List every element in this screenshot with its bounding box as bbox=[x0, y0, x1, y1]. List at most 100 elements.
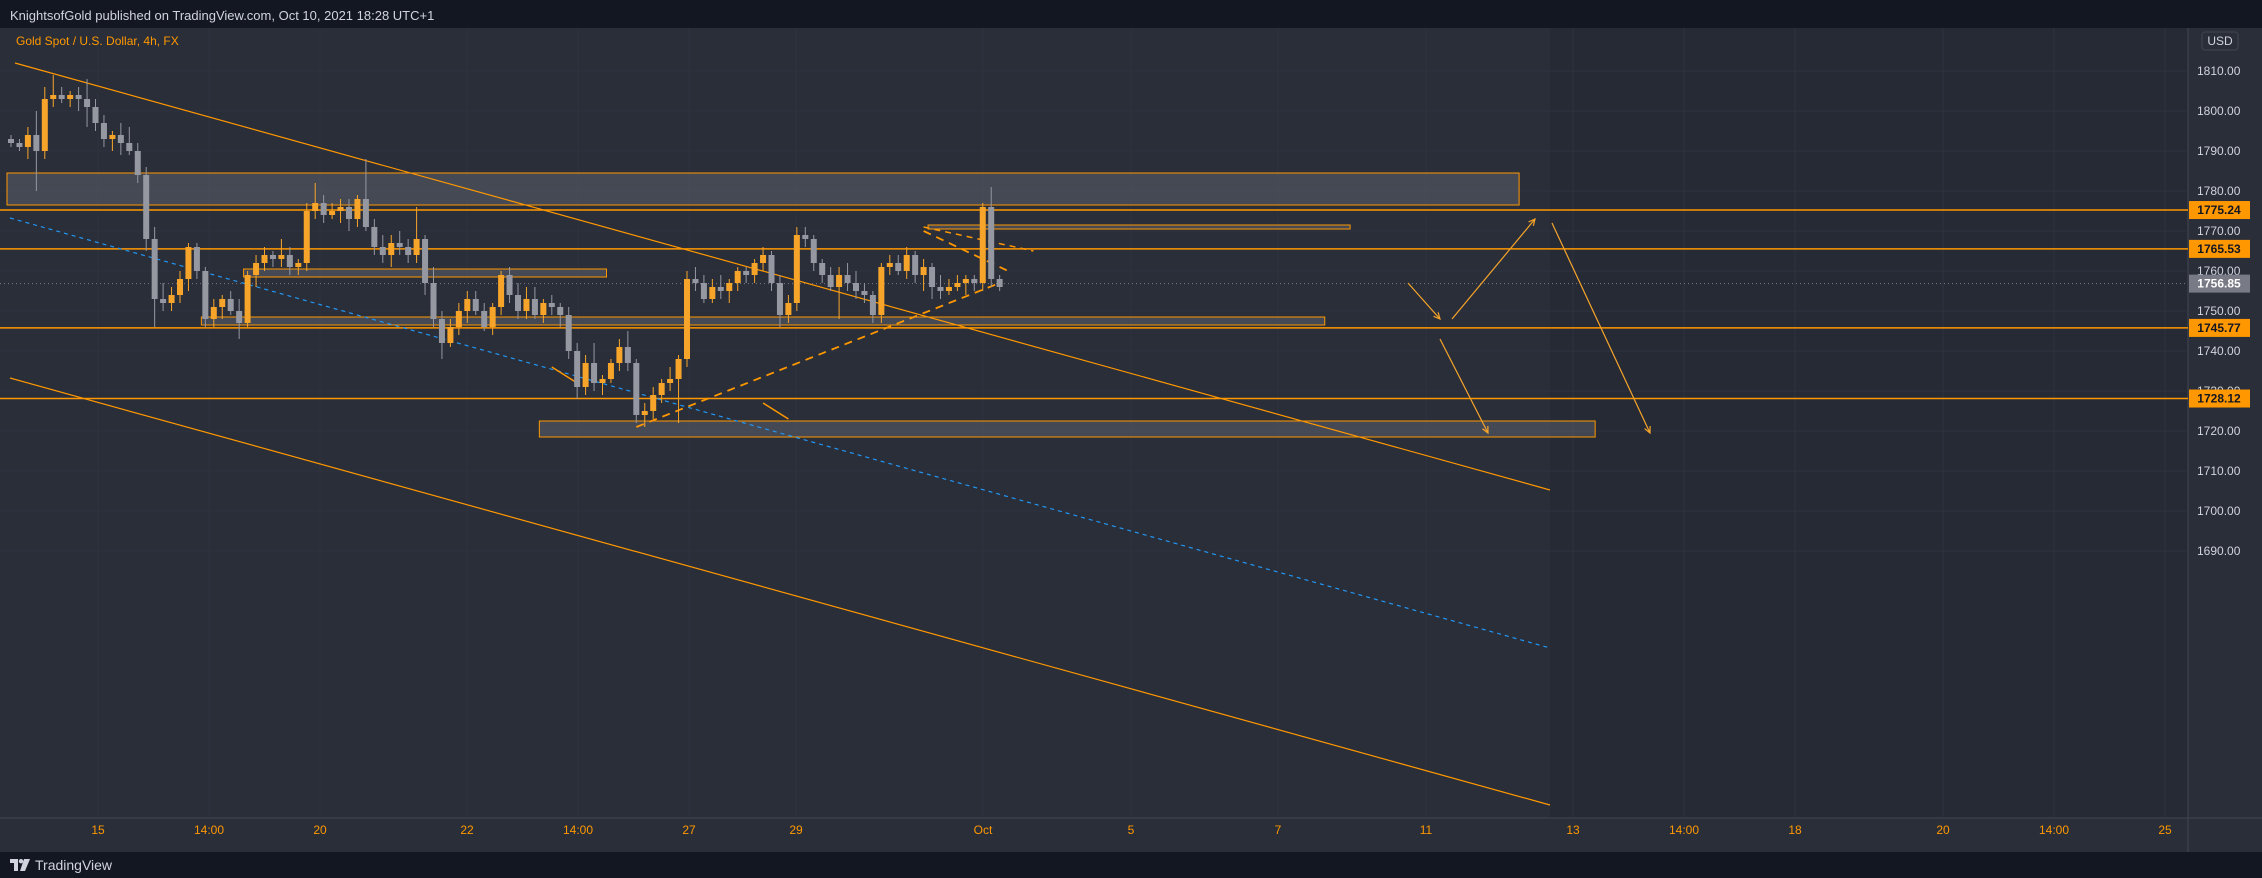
candle-body[interactable] bbox=[751, 263, 758, 275]
candle-body[interactable] bbox=[371, 227, 378, 247]
candle-body[interactable] bbox=[861, 291, 868, 295]
supply-demand-zone[interactable] bbox=[927, 224, 1351, 230]
candle-body[interactable] bbox=[599, 379, 606, 383]
candle-body[interactable] bbox=[253, 263, 260, 275]
candle-body[interactable] bbox=[734, 271, 741, 283]
candle-body[interactable] bbox=[8, 139, 14, 143]
candle-body[interactable] bbox=[160, 299, 167, 303]
candle-body[interactable] bbox=[447, 327, 454, 343]
candle-body[interactable] bbox=[979, 207, 986, 283]
candle-body[interactable] bbox=[498, 275, 505, 307]
candle-body[interactable] bbox=[743, 271, 750, 275]
candle-body[interactable] bbox=[717, 287, 724, 291]
projection-arrow-breakdown[interactable] bbox=[1439, 338, 1489, 434]
candle-body[interactable] bbox=[836, 275, 843, 287]
candle-body[interactable] bbox=[971, 279, 978, 283]
candle-body[interactable] bbox=[531, 299, 538, 315]
candle-body[interactable] bbox=[582, 363, 589, 387]
currency-badge[interactable] bbox=[2201, 31, 2239, 51]
candle-body[interactable] bbox=[422, 239, 429, 283]
candle-body[interactable] bbox=[523, 299, 530, 311]
candle-body[interactable] bbox=[50, 95, 57, 99]
pattern-mark-line[interactable] bbox=[762, 402, 789, 420]
wedge-top-dashed[interactable] bbox=[923, 226, 1034, 252]
candle-body[interactable] bbox=[540, 303, 547, 315]
candle-body[interactable] bbox=[151, 239, 158, 299]
candle-body[interactable] bbox=[168, 295, 175, 303]
supply-demand-zone[interactable] bbox=[200, 316, 1326, 326]
candle-body[interactable] bbox=[413, 239, 420, 255]
candle-body[interactable] bbox=[346, 207, 352, 219]
candle-body[interactable] bbox=[329, 211, 336, 215]
candle-body[interactable] bbox=[988, 207, 995, 279]
candle-body[interactable] bbox=[869, 295, 876, 315]
candle-body[interactable] bbox=[143, 175, 150, 239]
candle-body[interactable] bbox=[269, 255, 276, 259]
candle-body[interactable] bbox=[472, 299, 479, 311]
candle-body[interactable] bbox=[481, 311, 488, 327]
candle-body[interactable] bbox=[430, 283, 437, 319]
candle-body[interactable] bbox=[362, 199, 369, 227]
candle-body[interactable] bbox=[684, 279, 690, 359]
candle-body[interactable] bbox=[185, 247, 192, 279]
candle-body[interactable] bbox=[692, 279, 699, 283]
channel-upper-line[interactable] bbox=[14, 62, 1551, 491]
candle-body[interactable] bbox=[278, 255, 285, 259]
candle-body[interactable] bbox=[210, 307, 217, 319]
candle-body[interactable] bbox=[24, 135, 31, 147]
candle-body[interactable] bbox=[438, 319, 445, 343]
candle-body[interactable] bbox=[565, 315, 572, 351]
candle-body[interactable] bbox=[920, 267, 927, 275]
candle-body[interactable] bbox=[912, 255, 919, 275]
candle-body[interactable] bbox=[650, 395, 657, 411]
candle-body[interactable] bbox=[591, 363, 598, 383]
candle-body[interactable] bbox=[92, 107, 99, 123]
candle-body[interactable] bbox=[760, 255, 767, 263]
candle-body[interactable] bbox=[700, 283, 707, 299]
candle-body[interactable] bbox=[827, 275, 834, 287]
candle-body[interactable] bbox=[312, 203, 319, 211]
candle-body[interactable] bbox=[75, 95, 82, 99]
candle-body[interactable] bbox=[616, 347, 623, 363]
tradingview-logo[interactable]: TradingView bbox=[10, 857, 112, 873]
candle-body[interactable] bbox=[819, 263, 826, 275]
candle-body[interactable] bbox=[286, 255, 293, 267]
candle-body[interactable] bbox=[624, 347, 631, 363]
candle-body[interactable] bbox=[337, 207, 344, 211]
candle-body[interactable] bbox=[633, 363, 640, 415]
candle-body[interactable] bbox=[58, 95, 65, 99]
channel-mid-line[interactable] bbox=[9, 217, 1551, 649]
candle-body[interactable] bbox=[810, 239, 817, 263]
candle-body[interactable] bbox=[929, 267, 936, 287]
candle-body[interactable] bbox=[886, 263, 893, 267]
rising-trend-dashed[interactable] bbox=[635, 282, 1000, 428]
candle-body[interactable] bbox=[464, 299, 471, 311]
candle-body[interactable] bbox=[41, 99, 48, 151]
projection-arrow-dip[interactable] bbox=[1407, 282, 1441, 320]
candle-body[interactable] bbox=[219, 299, 226, 307]
candle-body[interactable] bbox=[295, 263, 302, 267]
supply-demand-zone[interactable] bbox=[538, 420, 1596, 438]
candle-body[interactable] bbox=[388, 243, 395, 255]
candle-body[interactable] bbox=[607, 363, 614, 379]
candle-body[interactable] bbox=[244, 275, 251, 323]
candle-body[interactable] bbox=[776, 283, 783, 315]
candle-body[interactable] bbox=[33, 135, 40, 151]
candle-body[interactable] bbox=[641, 411, 648, 415]
projection-arrow-down[interactable] bbox=[1551, 222, 1651, 434]
projection-arrow-up[interactable] bbox=[1451, 218, 1536, 320]
candle-body[interactable] bbox=[126, 143, 133, 151]
candle-body[interactable] bbox=[996, 279, 1003, 287]
supply-demand-zone[interactable] bbox=[6, 172, 1520, 206]
candle-body[interactable] bbox=[726, 283, 733, 291]
candle-body[interactable] bbox=[227, 299, 234, 311]
candle-body[interactable] bbox=[574, 351, 581, 387]
candle-body[interactable] bbox=[261, 255, 268, 263]
candle-body[interactable] bbox=[303, 211, 310, 263]
candle-body[interactable] bbox=[768, 255, 775, 283]
candle-body[interactable] bbox=[109, 135, 116, 139]
candle-body[interactable] bbox=[954, 283, 961, 287]
candle-body[interactable] bbox=[117, 135, 124, 143]
candle-body[interactable] bbox=[853, 283, 859, 291]
candle-body[interactable] bbox=[945, 287, 952, 291]
